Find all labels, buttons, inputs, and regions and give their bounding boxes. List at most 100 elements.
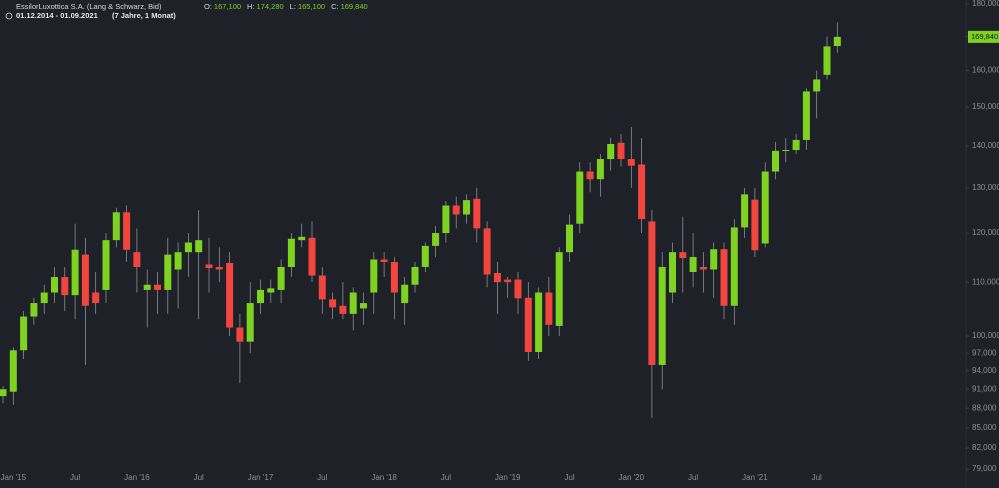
candle-body <box>782 150 790 152</box>
y-tick-label: 150,000 <box>972 102 999 111</box>
candle-body <box>287 238 295 267</box>
candle-body <box>215 266 223 270</box>
candle-body <box>483 228 491 275</box>
stat-value: 174,280 <box>257 2 284 11</box>
candle-body <box>226 262 234 328</box>
x-tick-label: Jan '21 <box>742 473 768 482</box>
candle-body <box>164 254 172 290</box>
candle-body <box>473 198 481 229</box>
y-tick-label: 97,000 <box>972 348 997 357</box>
candle-body <box>617 142 625 160</box>
header: EssilorLuxottica S.A. (Lang & Schwarz, B… <box>5 2 176 20</box>
date-range: 01.12.2014 - 01.09.2021 <box>16 11 98 20</box>
candle-body <box>720 249 728 306</box>
candle-body <box>143 284 151 290</box>
x-tick-label: Jan '16 <box>124 473 150 482</box>
chart-title: EssilorLuxottica S.A. (Lang & Schwarz, B… <box>16 2 162 11</box>
candle-body <box>267 288 275 293</box>
last-price-box <box>968 30 999 43</box>
candle-body <box>339 305 347 314</box>
y-tick-label: 140,000 <box>972 141 999 150</box>
candle-body <box>370 259 378 293</box>
y-tick-label: 85,000 <box>972 423 997 432</box>
candle-body <box>452 205 460 215</box>
y-tick-label: 82,000 <box>972 443 997 452</box>
candle-body <box>772 150 779 172</box>
x-tick-label: Jul <box>441 473 451 482</box>
y-tick-label: 91,000 <box>972 384 997 393</box>
y-tick-label: 88,000 <box>972 403 997 412</box>
x-tick-label: Jul <box>70 473 80 482</box>
candle-body <box>401 284 409 304</box>
x-tick-label: Jul <box>688 473 698 482</box>
y-tick-label: 130,000 <box>972 183 999 192</box>
candle-body <box>349 292 357 314</box>
candle-body <box>658 266 666 365</box>
candle-body <box>92 292 100 304</box>
y-tick-label: 160,000 <box>972 66 999 75</box>
stat-name: L: <box>290 2 296 11</box>
candle-body <box>298 236 306 241</box>
candle-body <box>823 46 831 75</box>
candle-body <box>174 252 182 270</box>
candle-body <box>257 289 264 304</box>
candle-body <box>0 389 7 397</box>
candle-body <box>833 36 841 47</box>
x-tick-label: Jul <box>317 473 327 482</box>
y-tick-label: 180,000 <box>972 0 999 8</box>
candle-body <box>442 205 450 234</box>
candle-body <box>102 240 110 290</box>
candle-body <box>751 199 759 251</box>
period: (7 Jahre, 1 Monat) <box>112 11 176 20</box>
stat-name: O: <box>204 2 212 11</box>
last-price-label: 169,840 <box>971 32 998 41</box>
candle-body <box>710 249 718 270</box>
y-tick-label: 100,000 <box>972 331 999 340</box>
candle-body <box>576 171 584 224</box>
candle-body <box>390 261 398 293</box>
x-tick-label: Jul <box>194 473 204 482</box>
y-tick-label: 110,000 <box>972 277 999 286</box>
candle-body <box>205 264 213 268</box>
x-tick-label: Jan '19 <box>495 473 521 482</box>
y-tick-label: 120,000 <box>972 228 999 237</box>
candle-body <box>329 299 337 308</box>
x-tick-label: Jan '18 <box>371 473 397 482</box>
candle-body <box>638 164 646 220</box>
x-tick-label: Jan '15 <box>1 473 27 482</box>
candle-body <box>535 292 543 353</box>
candle-body <box>555 252 563 326</box>
candle-body <box>741 194 749 228</box>
candle-body <box>9 350 17 392</box>
candle-body <box>71 249 79 296</box>
candle-body <box>524 297 532 353</box>
candle-body <box>432 233 440 246</box>
candle-body <box>813 79 821 92</box>
candle-body <box>277 266 285 290</box>
candle-body <box>51 277 58 293</box>
candle-body <box>246 303 254 342</box>
candle-body <box>648 221 656 365</box>
stat-name: C: <box>331 2 339 11</box>
x-tick-label: Jul <box>812 473 822 482</box>
candle-body <box>81 254 89 306</box>
candle-body <box>195 240 203 253</box>
candle-body <box>669 252 676 293</box>
candle-body <box>586 171 594 180</box>
candle-body <box>596 159 604 180</box>
y-tick-label: 94,000 <box>972 366 997 375</box>
candle-body <box>463 200 470 215</box>
candle-body <box>679 252 687 259</box>
x-tick-label: Jan '17 <box>248 473 274 482</box>
candle-body <box>421 245 429 267</box>
candle-body <box>308 237 316 276</box>
stat-name: H: <box>247 2 255 11</box>
candle-body <box>112 212 120 241</box>
candle-body <box>20 316 28 351</box>
candle-body <box>761 171 769 244</box>
candle-body <box>30 303 38 317</box>
candle-body <box>360 303 367 309</box>
candle-body <box>792 139 800 151</box>
candle-body <box>123 212 131 250</box>
